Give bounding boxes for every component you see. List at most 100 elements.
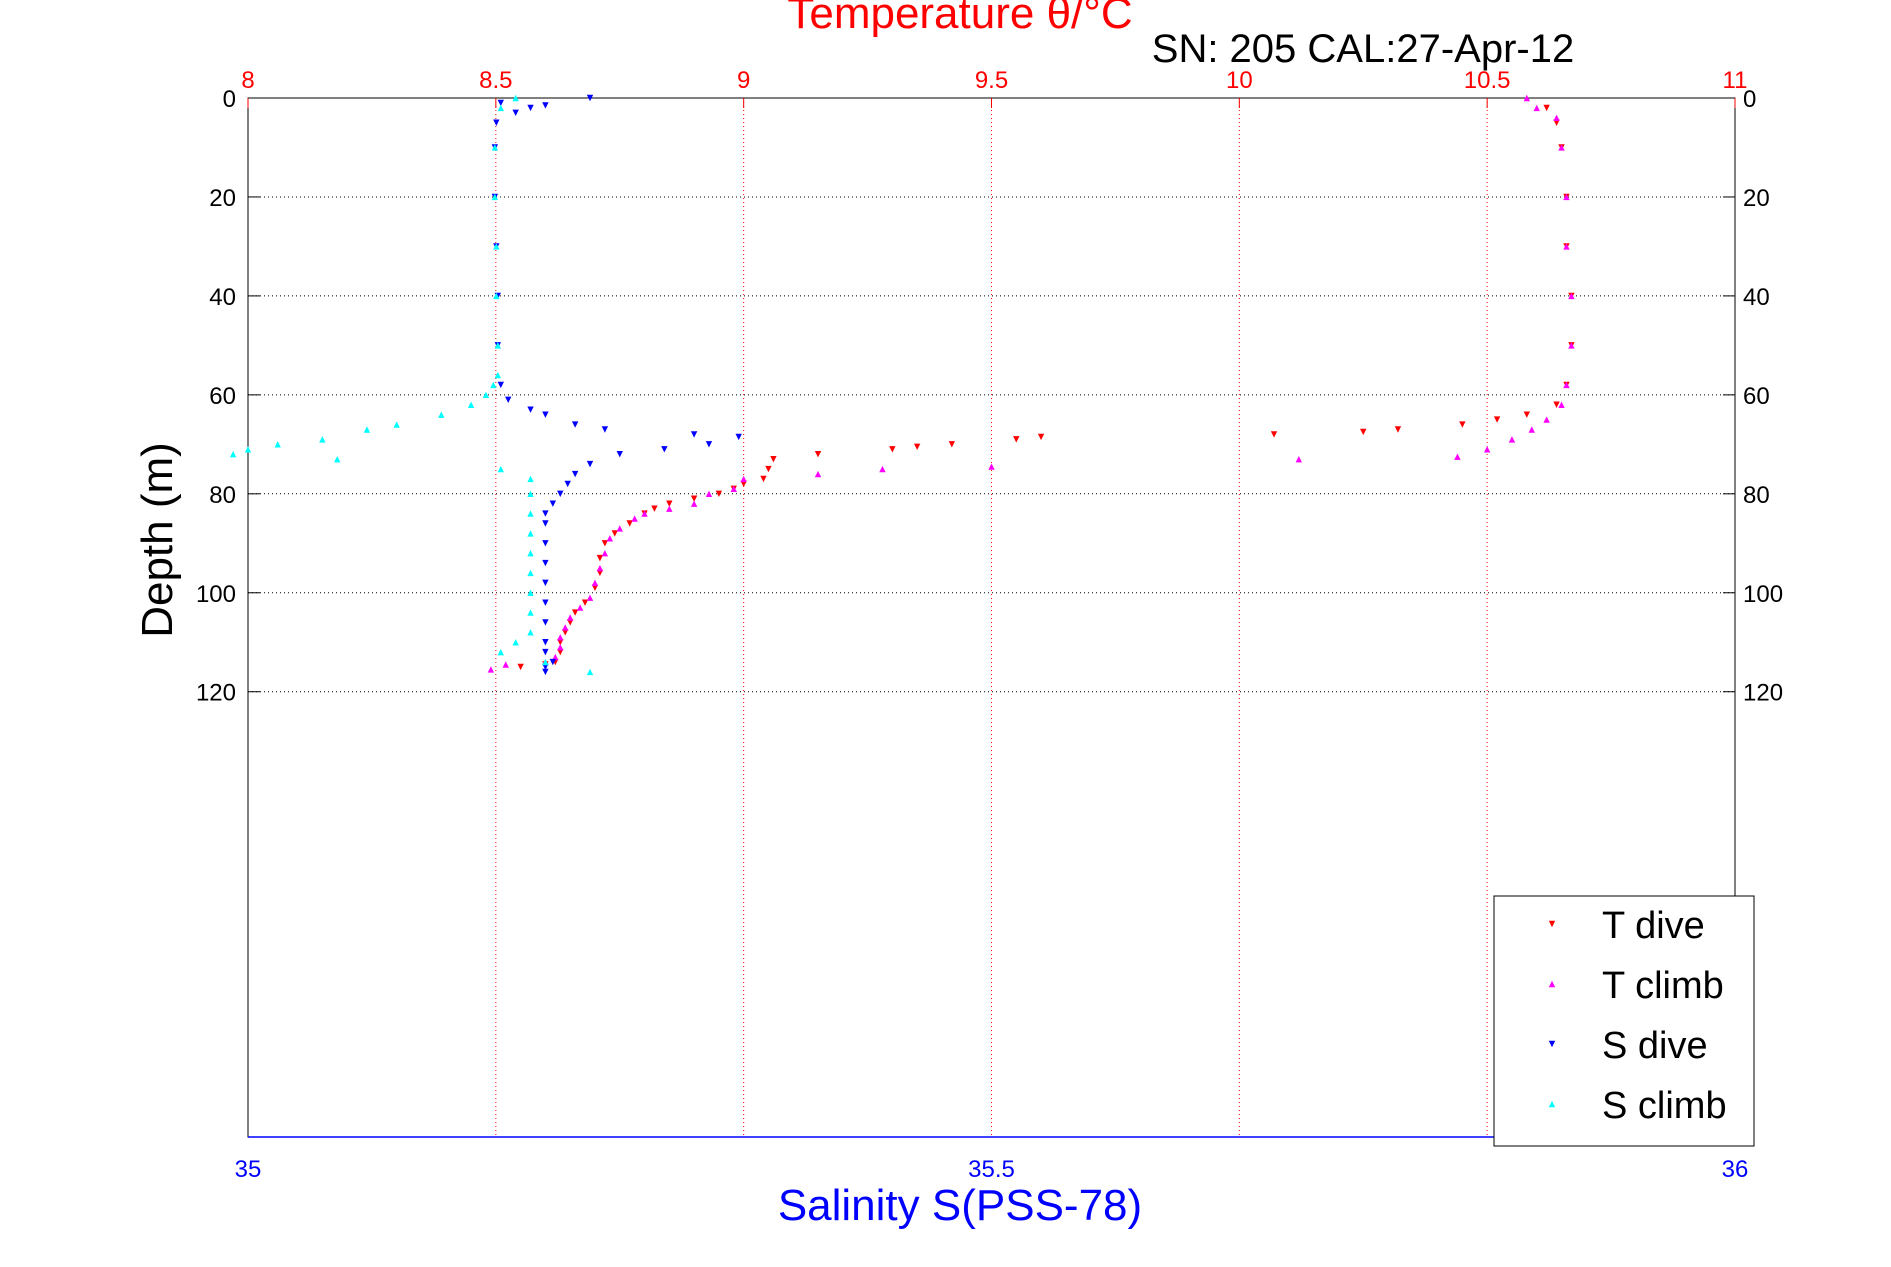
data-point xyxy=(576,604,584,611)
data-point xyxy=(690,500,698,507)
depth-tick-label: 80 xyxy=(209,482,236,509)
data-point xyxy=(527,629,534,636)
data-point xyxy=(497,99,504,107)
data-point xyxy=(542,540,549,547)
depth-tick-label: 120 xyxy=(1743,680,1783,707)
data-point xyxy=(1483,446,1491,453)
data-point xyxy=(491,193,499,201)
data-point xyxy=(557,490,564,498)
data-point xyxy=(497,381,504,389)
salinity-tick-label: 35.5 xyxy=(968,1156,1015,1183)
data-point xyxy=(493,243,500,250)
data-point xyxy=(319,436,326,443)
data-point xyxy=(586,460,594,468)
data-point xyxy=(616,451,623,458)
data-point xyxy=(601,540,609,547)
depth-tick-label: 0 xyxy=(1743,86,1756,113)
data-point xyxy=(690,431,698,438)
data-point xyxy=(527,549,534,557)
data-point xyxy=(497,465,504,473)
data-point xyxy=(1360,428,1367,436)
data-point xyxy=(512,94,519,102)
depth-tick-label: 60 xyxy=(1743,383,1770,410)
depth-tick-label: 100 xyxy=(196,581,236,608)
data-point xyxy=(527,609,534,616)
data-point xyxy=(1533,104,1540,112)
temperature-tick-label: 10.5 xyxy=(1464,67,1511,94)
data-point xyxy=(666,500,673,507)
data-point xyxy=(596,569,604,577)
data-point xyxy=(1528,426,1535,433)
chart-subtitle: SN: 205 CAL:27-Apr-12 xyxy=(1152,27,1574,71)
x-axis-label-salinity: Salinity S(PSS-78) xyxy=(778,1181,1142,1230)
temperature-tick-label: 9.5 xyxy=(975,67,1008,94)
data-point xyxy=(571,421,579,428)
data-point xyxy=(505,396,512,404)
data-point xyxy=(542,559,549,567)
data-point xyxy=(527,530,534,537)
legend-marker xyxy=(1548,980,1556,988)
legend-marker xyxy=(1548,920,1556,928)
data-point xyxy=(487,666,495,673)
data-point xyxy=(552,653,559,661)
data-point xyxy=(229,451,237,458)
data-point xyxy=(631,515,638,522)
data-point xyxy=(557,639,564,646)
depth-tick-label: 100 xyxy=(1743,581,1783,608)
temperature-tick-label: 10 xyxy=(1226,67,1253,94)
data-point xyxy=(1493,416,1501,423)
data-point xyxy=(527,510,534,517)
data-point xyxy=(988,463,995,470)
data-point xyxy=(730,485,737,493)
data-point xyxy=(601,426,609,433)
data-point xyxy=(557,643,564,651)
salinity-tick-label: 36 xyxy=(1722,1156,1749,1183)
data-point xyxy=(1523,411,1531,418)
data-point xyxy=(626,520,633,527)
data-point xyxy=(527,589,534,596)
data-point xyxy=(606,535,614,542)
data-point xyxy=(735,433,742,441)
data-point xyxy=(611,530,618,537)
data-point xyxy=(542,658,549,666)
legend-label: T climb xyxy=(1602,965,1724,1007)
data-point xyxy=(527,475,534,483)
data-point xyxy=(542,579,549,587)
depth-tick-labels-left: 0 20 40 60 80 100 120 xyxy=(196,86,260,707)
data-point xyxy=(705,490,713,498)
temperature-tick-label: 8 xyxy=(241,67,254,94)
data-point xyxy=(690,495,698,502)
data-point xyxy=(740,475,747,483)
data-point xyxy=(542,619,549,626)
data-point xyxy=(482,391,490,399)
data-point xyxy=(1454,453,1461,460)
temperature-tick-label: 11 xyxy=(1723,67,1748,94)
data-point xyxy=(502,661,509,668)
temperature-tick-label: 8.5 xyxy=(479,67,512,94)
series-t-climb xyxy=(487,94,1575,673)
data-point xyxy=(542,648,549,656)
chart-title: Temperature θ/°C xyxy=(787,0,1132,38)
data-point xyxy=(1459,421,1466,428)
legend: T dive T climb S dive S climb xyxy=(1493,895,1755,1147)
data-point xyxy=(1543,104,1550,112)
data-point xyxy=(586,668,594,676)
data-point xyxy=(581,599,589,606)
data-point xyxy=(1543,416,1550,423)
data-point xyxy=(571,609,579,616)
data-point xyxy=(571,470,579,478)
data-point xyxy=(1523,94,1531,102)
data-point xyxy=(542,663,549,671)
data-point xyxy=(1013,436,1020,443)
data-point xyxy=(596,554,604,562)
data-point xyxy=(393,421,400,428)
data-point xyxy=(438,411,445,418)
data-point xyxy=(562,629,569,636)
data-point xyxy=(493,119,500,126)
y-axis-label: Depth (m) xyxy=(133,442,182,638)
data-point xyxy=(651,505,658,512)
data-point xyxy=(527,104,534,112)
data-point xyxy=(616,525,623,532)
